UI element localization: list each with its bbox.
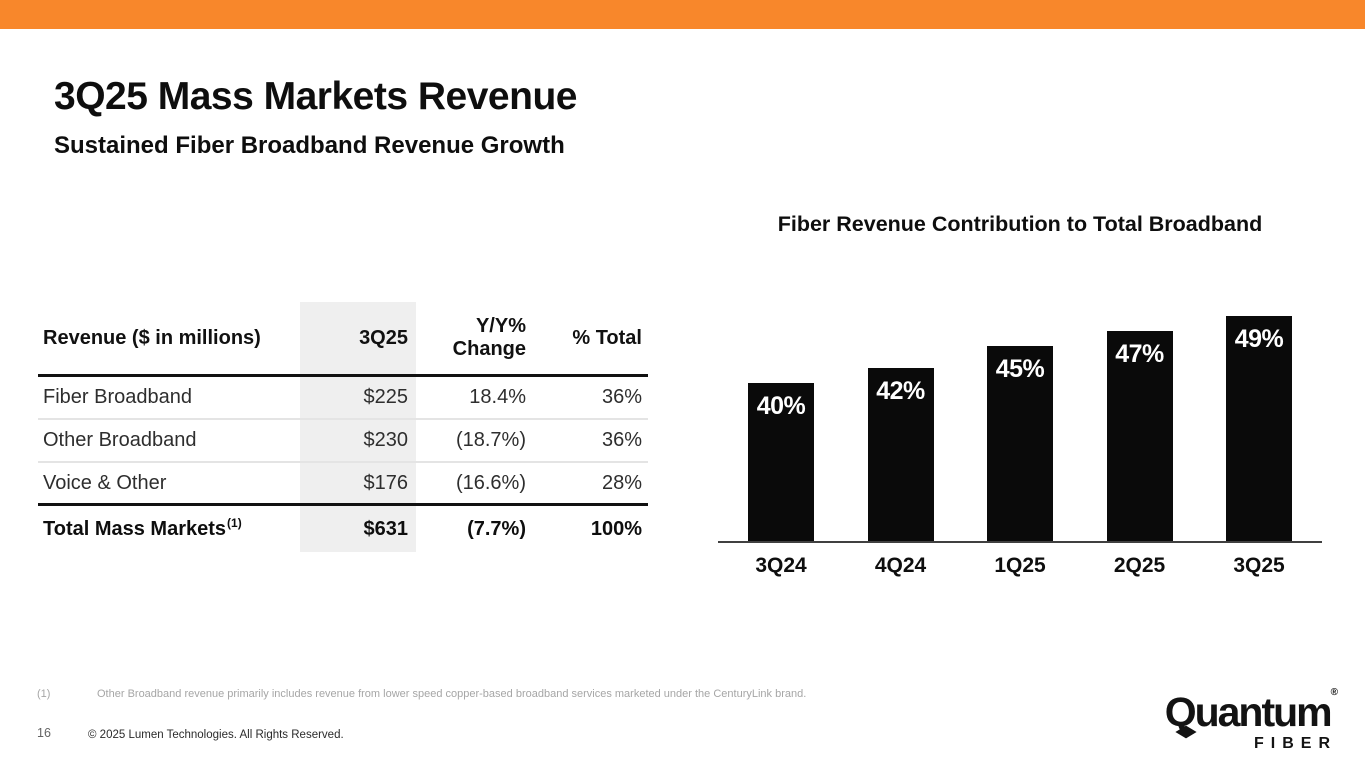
header-revenue-label: Revenue ($ in millions) xyxy=(43,326,261,349)
bar-value-label: 42% xyxy=(876,377,925,406)
table-row: Fiber Broadband $225 18.4% 36% xyxy=(38,377,648,420)
chart-title: Fiber Revenue Contribution to Total Broa… xyxy=(777,212,1263,236)
chart-bar: 45% xyxy=(987,345,1053,541)
table-row: Other Broadband $230 (18.7%) 36% xyxy=(38,420,648,463)
table-row: Voice & Other $176 (16.6%) 28% xyxy=(38,463,648,506)
accent-top-bar xyxy=(0,0,1365,29)
cell-yoy-value: (18.7%) xyxy=(455,429,526,451)
bar-value-label: 47% xyxy=(1115,339,1164,368)
x-axis-tick-label: 1Q25 xyxy=(994,553,1046,577)
cell-q3-value: $176 xyxy=(300,463,416,503)
header-pct-total: % Total xyxy=(572,326,642,349)
slide-title: 3Q25 Mass Markets Revenue xyxy=(54,75,577,118)
cell-label: Voice & Other xyxy=(43,471,167,494)
total-label-text: Total Mass Markets xyxy=(43,517,227,540)
x-axis-tick-label: 2Q25 xyxy=(1113,553,1166,577)
table-total-row: Total Mass Markets (1) $631 (7.7%) 100% xyxy=(38,506,648,552)
footnote-marker: (1) xyxy=(37,688,51,700)
slide-subtitle: Sustained Fiber Broadband Revenue Growth xyxy=(54,132,565,159)
cell-total-value: 36% xyxy=(601,429,642,451)
page-number: 16 xyxy=(37,726,51,740)
footnote-superscript: (1) xyxy=(227,516,242,530)
cell-yoy-value: (7.7%) xyxy=(467,517,526,540)
copyright-text: © 2025 Lumen Technologies. All Rights Re… xyxy=(88,729,344,741)
logo-brand-text: Quantum xyxy=(1164,689,1333,736)
x-axis-tick-label: 3Q25 xyxy=(1233,553,1285,577)
cell-q3-value: $225 xyxy=(300,377,416,418)
fiber-contribution-chart: Fiber Revenue Contribution to Total Broa… xyxy=(718,212,1322,578)
x-axis-tick-label: 4Q24 xyxy=(874,553,927,577)
cell-label: Other Broadband xyxy=(43,429,197,451)
cell-label: Fiber Broadband xyxy=(43,386,192,408)
chart-bar: 42% xyxy=(867,368,934,541)
footnote: (1) Other Broadband revenue primarily inc… xyxy=(37,687,1017,701)
quantum-fiber-logo: Quantum® FIBER xyxy=(1165,688,1338,753)
cell-total-value: 100% xyxy=(590,517,642,540)
chart-plot-area: 40% 42% 45% 47% 49% xyxy=(718,312,1322,543)
bar-value-label: 40% xyxy=(756,392,806,421)
chart-bar: 40% xyxy=(748,383,814,541)
logo-sub-text: FIBER xyxy=(1254,735,1337,752)
revenue-table: Revenue ($ in millions) 3Q25 Y/Y% Change… xyxy=(38,302,648,552)
header-yoy-change: Y/Y% Change xyxy=(452,315,526,360)
chart-bar: 49% xyxy=(1226,315,1292,541)
registered-trademark-icon: ® xyxy=(1330,687,1338,699)
cell-total-value: 28% xyxy=(601,471,642,494)
header-3q25: 3Q25 xyxy=(300,302,416,374)
table-header-row: Revenue ($ in millions) 3Q25 Y/Y% Change… xyxy=(38,302,648,377)
chart-bar: 47% xyxy=(1106,330,1173,541)
bar-value-label: 49% xyxy=(1234,324,1284,353)
cell-total-label: Total Mass Markets (1) xyxy=(38,506,300,552)
footnote-text: Other Broadband revenue primarily includ… xyxy=(97,688,807,700)
x-axis-tick-label: 3Q24 xyxy=(755,553,807,577)
cell-q3-value: $631 xyxy=(300,506,416,552)
cell-yoy-value: 18.4% xyxy=(469,386,526,408)
bar-value-label: 45% xyxy=(995,354,1045,383)
logo-wordmark: Quantum® xyxy=(1165,688,1338,739)
cell-yoy-value: (16.6%) xyxy=(455,471,526,494)
cell-total-value: 36% xyxy=(601,386,642,408)
chart-x-axis-labels: 3Q24 4Q24 1Q25 2Q25 3Q25 xyxy=(718,554,1322,578)
cell-q3-value: $230 xyxy=(300,420,416,461)
